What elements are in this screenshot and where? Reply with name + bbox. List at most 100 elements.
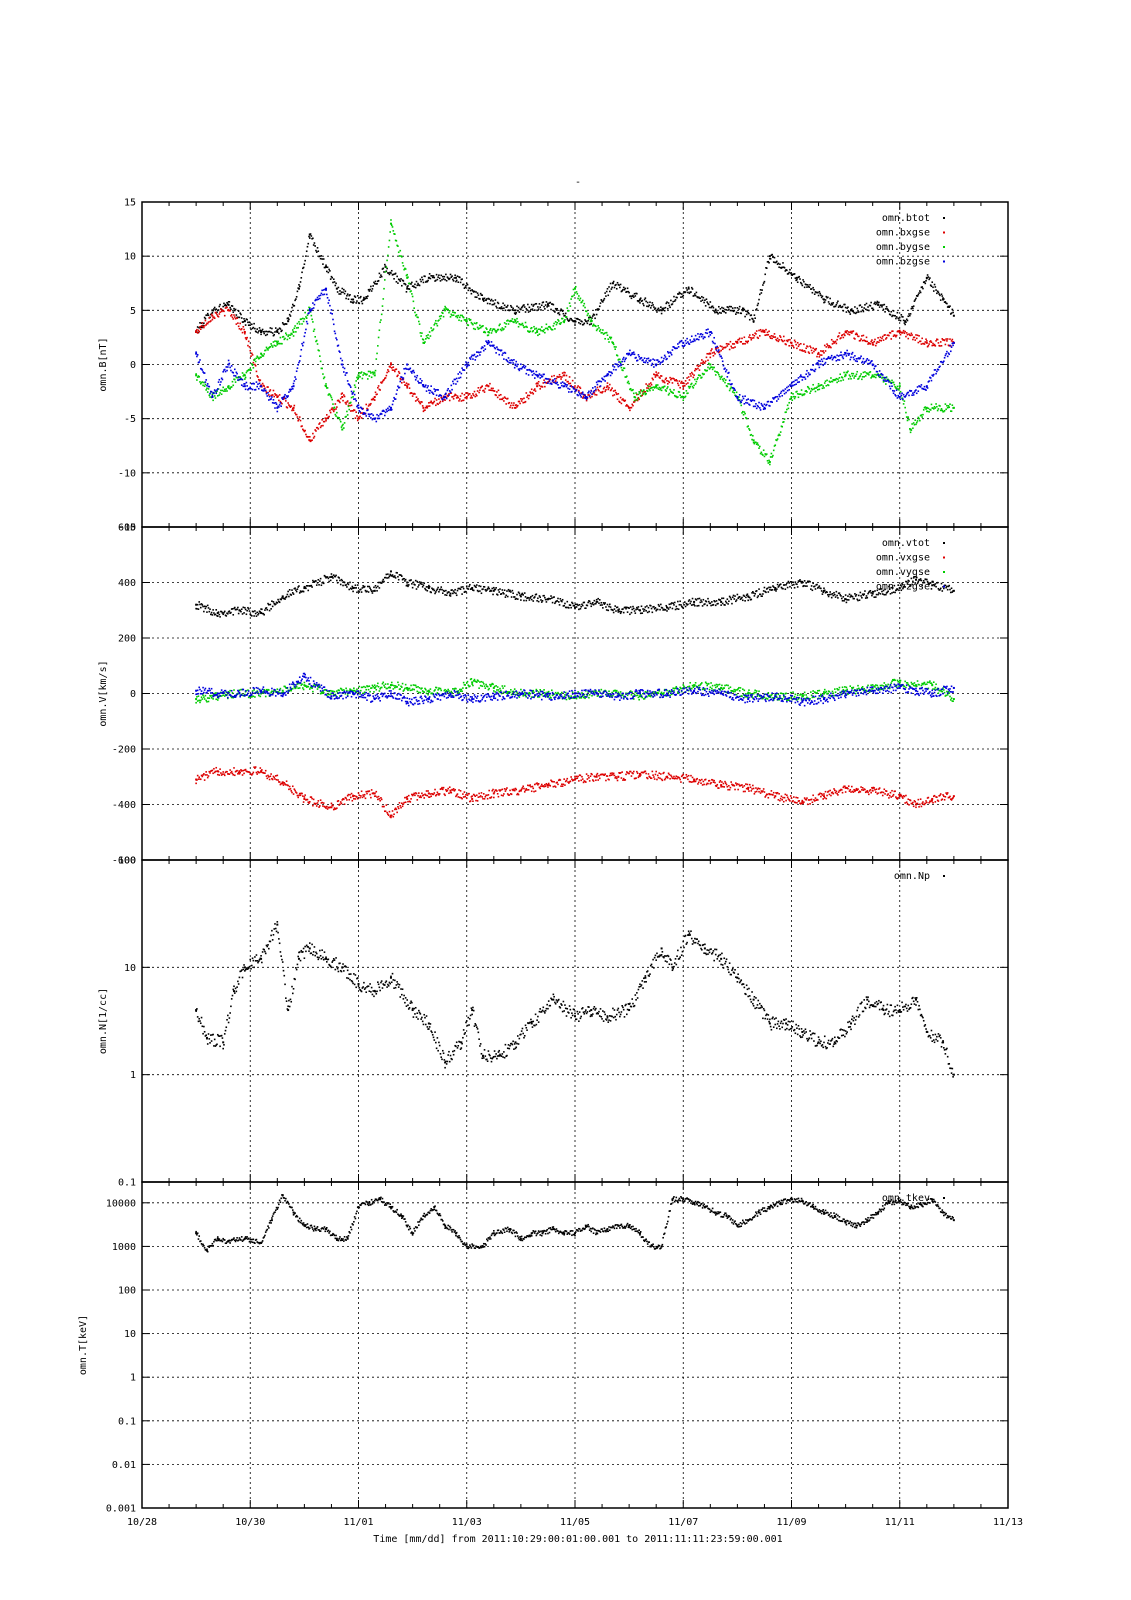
trace-dot — [863, 362, 865, 364]
trace-dot — [497, 328, 500, 331]
trace-dot — [838, 376, 841, 379]
trace-dot — [408, 282, 411, 285]
trace-dot — [689, 373, 692, 375]
trace-dot — [653, 308, 656, 310]
trace-dot — [792, 384, 794, 387]
trace-dot — [346, 401, 348, 403]
trace-dot — [282, 335, 285, 338]
trace-dot — [289, 334, 292, 336]
trace-dot — [196, 354, 199, 356]
trace-dot — [668, 304, 671, 307]
trace-dot — [616, 398, 619, 401]
trace-dot — [592, 603, 595, 606]
trace-dot — [410, 283, 412, 285]
trace-dot — [213, 392, 215, 395]
data-point — [341, 396, 344, 398]
trace-dot — [395, 393, 398, 395]
trace-dot — [640, 605, 643, 608]
trace-dot — [612, 390, 615, 392]
trace-dot — [513, 312, 516, 314]
trace-dot — [546, 378, 548, 380]
trace-dot — [508, 361, 511, 364]
trace-dot — [397, 575, 399, 578]
trace-dot — [220, 381, 222, 383]
trace-dot — [237, 376, 240, 378]
trace-dot — [571, 319, 573, 321]
trace-dot — [218, 394, 221, 396]
trace-dot — [636, 359, 639, 362]
trace-dot — [489, 389, 492, 392]
trace-dot — [808, 286, 811, 289]
trace-dot — [489, 345, 492, 347]
trace-dot — [836, 354, 838, 357]
trace-dot — [589, 396, 592, 399]
trace-dot — [949, 313, 952, 315]
trace-dot — [584, 306, 586, 309]
trace-dot — [946, 340, 948, 342]
trace-dot — [265, 607, 268, 609]
trace-dot — [554, 307, 557, 310]
trace-dot — [204, 319, 207, 322]
trace-dot — [298, 285, 301, 288]
trace-dot — [284, 393, 286, 396]
trace-dot — [776, 260, 778, 263]
trace-dot — [851, 332, 853, 334]
data-point — [877, 303, 880, 306]
trace-dot — [201, 322, 204, 324]
trace-dot — [343, 395, 346, 398]
trace-dot — [841, 305, 844, 308]
trace-dot — [407, 585, 409, 588]
trace-dot — [765, 334, 768, 336]
trace-dot — [377, 585, 379, 588]
trace-dot — [526, 326, 528, 329]
trace-dot — [220, 377, 223, 380]
trace-dot — [271, 396, 273, 398]
trace-dot — [643, 389, 645, 391]
trace-dot — [943, 339, 946, 342]
trace-dot — [268, 399, 270, 401]
trace-dot — [908, 313, 910, 315]
trace-dot — [393, 277, 395, 280]
trace-dot — [818, 388, 821, 391]
trace-dot — [944, 403, 947, 405]
trace-dot — [718, 350, 721, 353]
trace-dot — [717, 312, 719, 315]
trace-dot — [885, 338, 887, 340]
trace-dot — [286, 396, 289, 398]
trace-dot — [871, 360, 873, 362]
trace-dot — [898, 392, 901, 395]
trace-dot — [324, 384, 327, 387]
trace-dot — [472, 394, 475, 397]
trace-dot — [544, 598, 547, 601]
trace-dot — [401, 262, 404, 264]
trace-dot — [575, 291, 578, 293]
trace-dot — [687, 376, 690, 378]
trace-dot — [254, 327, 256, 330]
trace-dot — [250, 382, 253, 385]
trace-dot — [599, 328, 602, 331]
trace-dot — [536, 374, 538, 376]
trace-dot — [288, 589, 291, 591]
trace-dot — [421, 583, 423, 585]
trace-dot — [878, 306, 881, 308]
trace-dot — [767, 333, 770, 336]
trace-dot — [392, 273, 395, 276]
trace-dot — [547, 382, 549, 384]
trace-dot — [732, 347, 735, 349]
trace-dot — [741, 395, 744, 398]
trace-dot — [892, 335, 895, 338]
trace-dot — [502, 591, 504, 594]
trace-dot — [215, 609, 218, 611]
trace-dot — [775, 261, 777, 264]
trace-dot — [390, 219, 392, 221]
trace-dot — [516, 593, 518, 596]
trace-dot — [199, 359, 201, 361]
trace-dot — [873, 340, 876, 343]
trace-dot — [547, 305, 550, 307]
trace-dot — [515, 360, 518, 363]
trace-dot — [215, 308, 218, 310]
trace-dot — [891, 379, 893, 382]
trace-dot — [654, 376, 657, 378]
trace-dot — [625, 357, 627, 360]
